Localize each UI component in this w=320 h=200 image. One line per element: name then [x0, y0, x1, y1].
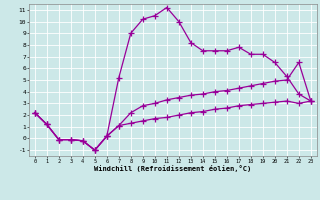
X-axis label: Windchill (Refroidissement éolien,°C): Windchill (Refroidissement éolien,°C) — [94, 165, 252, 172]
